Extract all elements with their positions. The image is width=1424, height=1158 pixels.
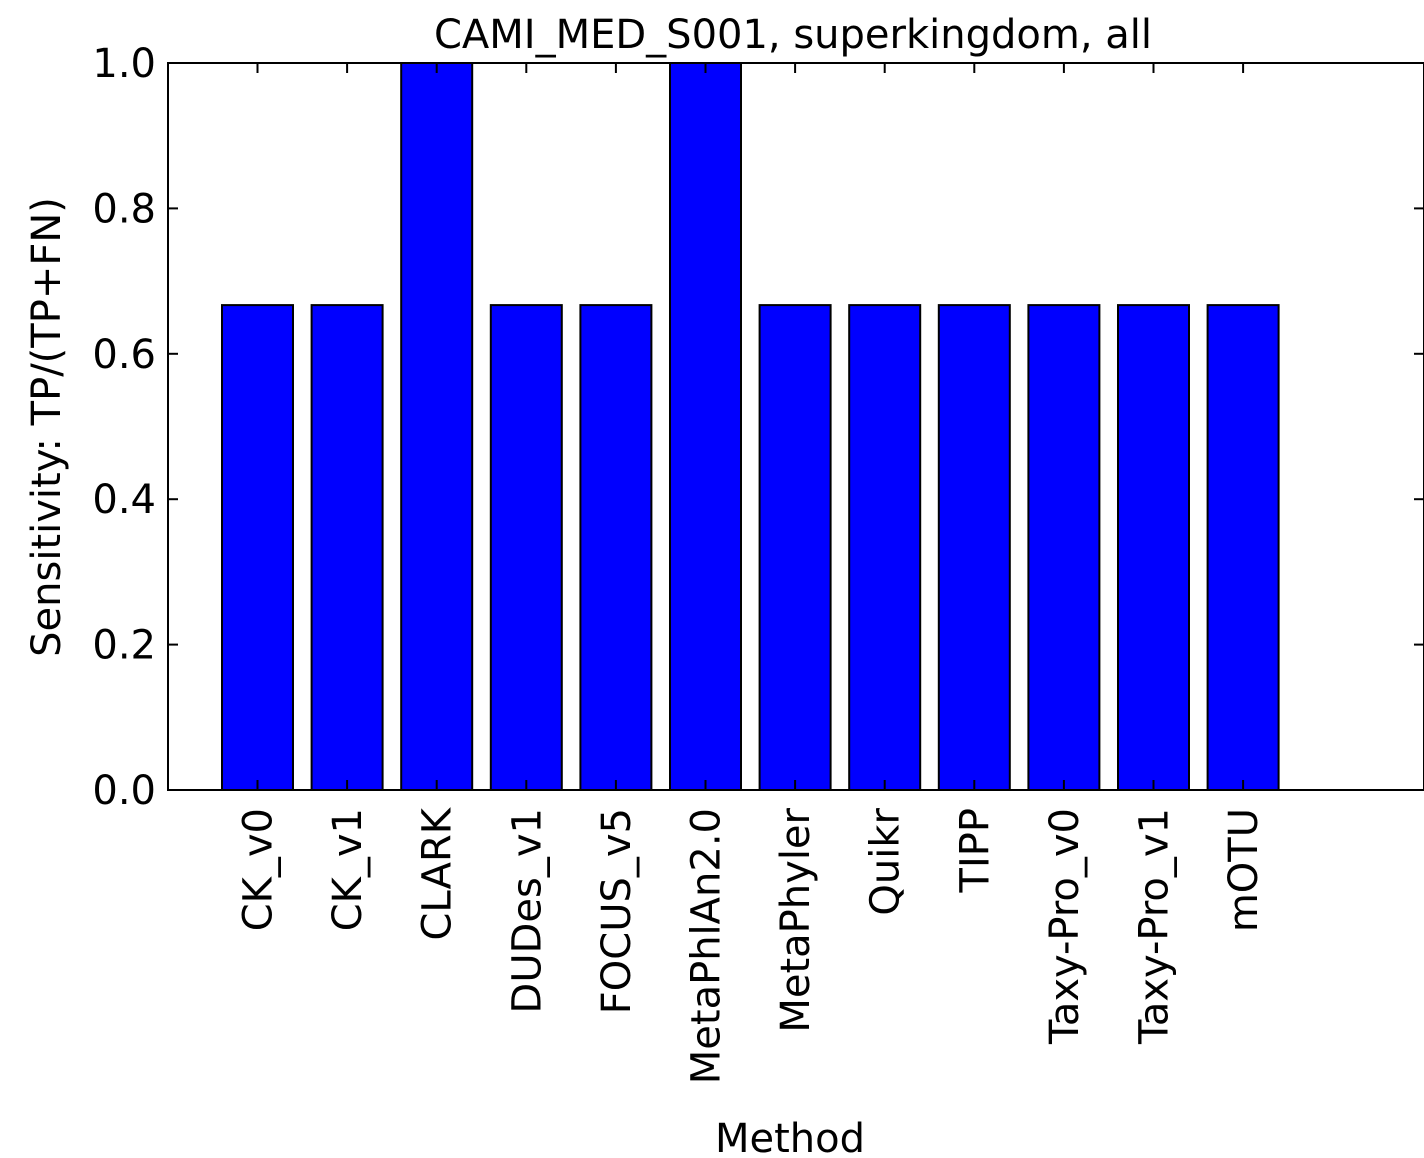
- x-tick-label: Taxy-Pro_v0: [1042, 808, 1088, 1045]
- bar-metaphyler: [758, 304, 832, 791]
- bar-ck-v1: [310, 304, 384, 791]
- bar-taxy-pro-v1: [1117, 304, 1190, 791]
- y-tick-label: 0.0: [92, 768, 156, 814]
- y-tick-label: 0.4: [92, 477, 156, 523]
- x-axis-label: Method: [715, 1116, 865, 1158]
- bar-quikr: [848, 304, 922, 791]
- x-tick-label: CK_v1: [325, 808, 371, 931]
- x-axis: CK_v0 CK_v1 CLARK DUDes_v1 FOCUS_v5 MetaPhlAn…: [236, 63, 1267, 1084]
- bar-tipp: [937, 304, 1011, 791]
- x-tick-label: mOTU: [1221, 808, 1267, 932]
- y-axis-label: Sensitivity: TP/(TP+FN): [24, 197, 70, 657]
- bar-dudes-v1: [489, 304, 563, 791]
- x-tick-label: MetaPhlAn2.0: [684, 808, 730, 1084]
- bar-motu: [1206, 304, 1280, 791]
- x-tick-label: TIPP: [952, 808, 998, 893]
- bar-metaphlan2-0: [669, 62, 742, 791]
- plot-area: [167, 62, 1424, 791]
- y-tick-label: 0.8: [92, 186, 156, 232]
- y-tick-label: 0.2: [92, 623, 156, 669]
- bar-clark: [400, 62, 474, 791]
- x-tick-label: CK_v0: [236, 808, 282, 931]
- x-tick-label: CLARK: [415, 806, 461, 940]
- x-tick-label: FOCUS_v5: [594, 808, 640, 1014]
- x-tick-label: Taxy-Pro_v1: [1132, 808, 1178, 1045]
- bar-taxy-pro-v0: [1027, 304, 1101, 791]
- y-tick-label: 0.6: [92, 332, 156, 378]
- chart-title: CAMI_MED_S001, superkingdom, all: [434, 12, 1152, 58]
- y-axis: 0.0 0.2 0.4 0.6 0.8 1.0: [92, 41, 1424, 814]
- x-tick-label: MetaPhyler: [773, 807, 819, 1032]
- bar-ck-v0: [221, 304, 294, 791]
- bar-focus-v5: [579, 304, 653, 791]
- y-tick-label: 1.0: [92, 41, 156, 87]
- x-tick-label: Quikr: [863, 807, 909, 915]
- x-tick-label: DUDes_v1: [504, 808, 550, 1013]
